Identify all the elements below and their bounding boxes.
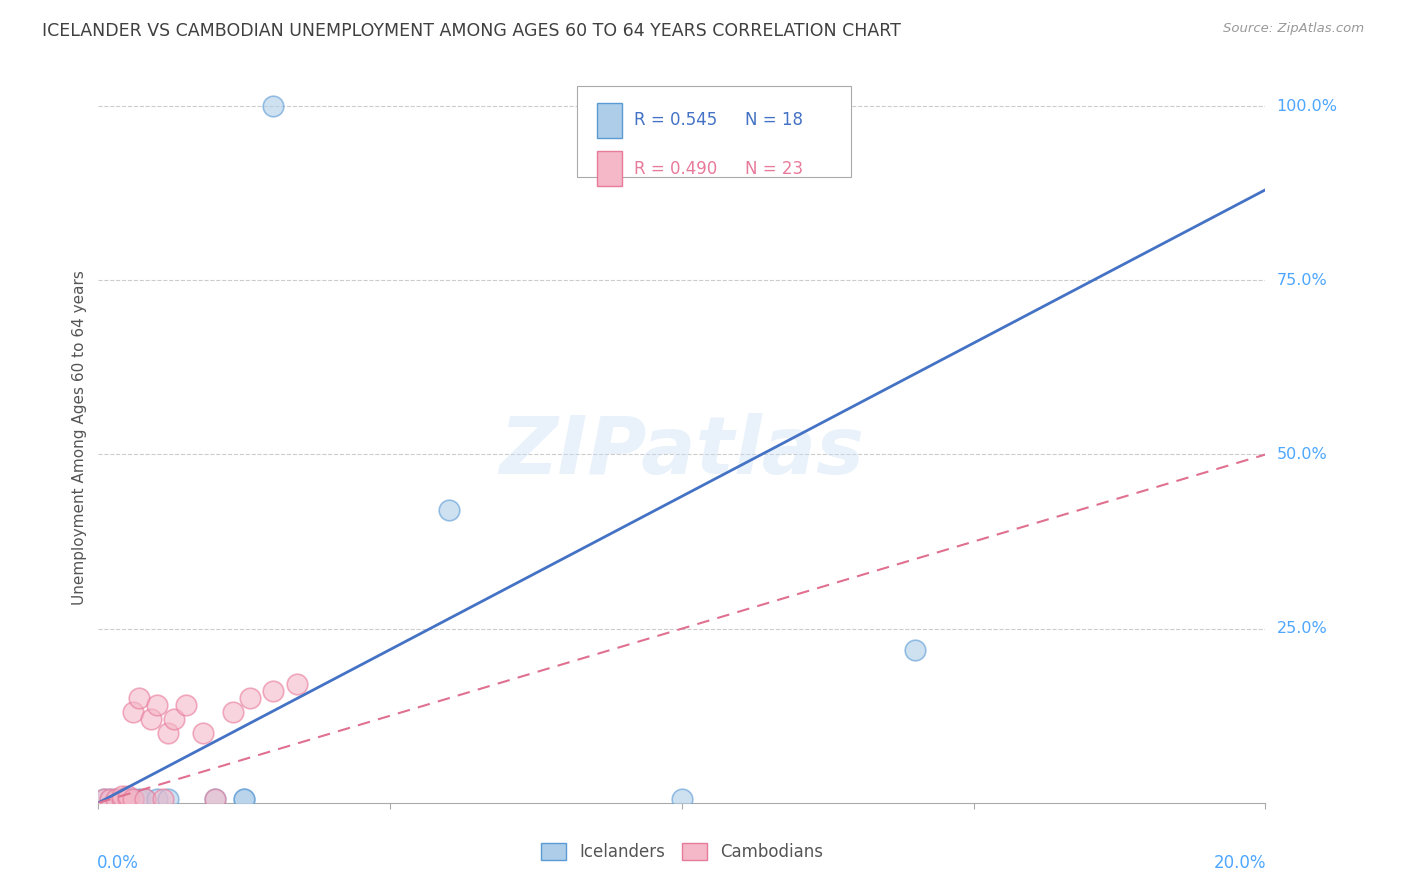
Point	[204, 792, 226, 806]
Bar	[596, 151, 623, 186]
Text: 50.0%: 50.0%	[1277, 447, 1327, 462]
Point	[104, 792, 127, 806]
Point	[157, 792, 180, 806]
Point	[122, 792, 145, 806]
Point	[146, 792, 169, 806]
Point	[128, 792, 150, 806]
Point	[904, 642, 927, 657]
Text: ZIPatlas: ZIPatlas	[499, 413, 865, 491]
Point	[111, 792, 134, 806]
Point	[163, 712, 186, 726]
FancyBboxPatch shape	[576, 86, 851, 178]
Text: Source: ZipAtlas.com: Source: ZipAtlas.com	[1223, 22, 1364, 36]
Point	[117, 792, 139, 806]
Point	[122, 705, 145, 719]
Text: R = 0.490: R = 0.490	[634, 160, 717, 178]
Point	[139, 712, 162, 726]
Text: N = 23: N = 23	[745, 160, 803, 178]
Point	[262, 684, 284, 698]
Point	[117, 792, 139, 806]
Point	[204, 792, 226, 806]
Point	[437, 503, 460, 517]
Point	[111, 792, 134, 806]
Text: 25.0%: 25.0%	[1277, 621, 1327, 636]
Y-axis label: Unemployment Among Ages 60 to 64 years: Unemployment Among Ages 60 to 64 years	[72, 269, 87, 605]
Point	[221, 705, 243, 719]
Point	[122, 792, 145, 806]
Point	[93, 792, 115, 806]
Point	[134, 792, 156, 806]
Text: R = 0.545: R = 0.545	[634, 112, 717, 129]
Point	[117, 789, 139, 803]
Point	[157, 726, 180, 740]
Point	[128, 691, 150, 706]
Point	[98, 792, 121, 806]
Text: ICELANDER VS CAMBODIAN UNEMPLOYMENT AMONG AGES 60 TO 64 YEARS CORRELATION CHART: ICELANDER VS CAMBODIAN UNEMPLOYMENT AMON…	[42, 22, 901, 40]
Point	[93, 792, 115, 806]
Point	[146, 698, 169, 713]
Point	[193, 726, 215, 740]
Point	[262, 99, 284, 113]
Point	[233, 792, 256, 806]
Point	[671, 792, 693, 806]
Point	[134, 792, 156, 806]
Bar	[596, 103, 623, 138]
Point	[104, 792, 127, 806]
Point	[98, 792, 121, 806]
Point	[239, 691, 262, 706]
Text: 75.0%: 75.0%	[1277, 273, 1327, 288]
Point	[285, 677, 308, 691]
Text: 100.0%: 100.0%	[1277, 99, 1337, 113]
Text: 20.0%: 20.0%	[1213, 854, 1267, 872]
Point	[111, 789, 134, 803]
Point	[612, 99, 634, 113]
Point	[174, 698, 197, 713]
Legend: Icelanders, Cambodians: Icelanders, Cambodians	[534, 836, 830, 868]
Point	[233, 792, 256, 806]
Text: N = 18: N = 18	[745, 112, 803, 129]
Text: 0.0%: 0.0%	[97, 854, 139, 872]
Point	[152, 792, 174, 806]
